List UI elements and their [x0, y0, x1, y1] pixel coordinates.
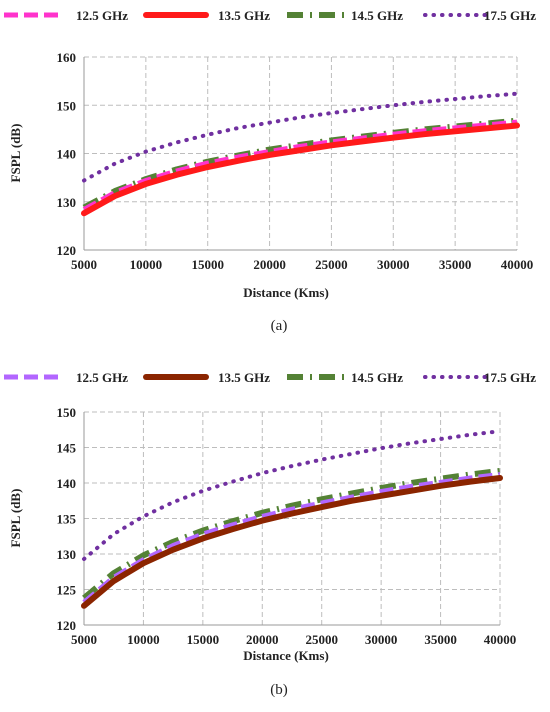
y-tick-label: 130 [57, 195, 77, 210]
legend-label: 17.5 GHz [484, 8, 536, 23]
x-tick-label: 10000 [130, 257, 163, 272]
legend: 12.5 GHz 13.5 GHz 14.5 GHz 17.5 GHz [4, 370, 536, 385]
y-tick-label: 120 [57, 618, 77, 633]
legend-label: 13.5 GHz [218, 8, 270, 23]
chart-b: 5000 10000 15000 20000 25000 30000 35000 40000 1… [4, 370, 536, 698]
figure-caption: (a) [271, 318, 288, 334]
y-tick-label: 135 [57, 512, 77, 527]
x-tick-label: 5000 [71, 632, 97, 647]
x-tick-label: 15000 [187, 632, 220, 647]
x-tick-label: 35000 [439, 257, 472, 272]
y-tick-label: 160 [57, 50, 77, 65]
x-tick-label: 30000 [377, 257, 410, 272]
x-tick-label: 35000 [424, 632, 457, 647]
x-tick-label: 20000 [253, 257, 286, 272]
legend-label: 14.5 GHz [351, 8, 403, 23]
x-tick-label: 30000 [365, 632, 398, 647]
x-tick-label: 25000 [315, 257, 348, 272]
y-tick-label: 150 [57, 405, 77, 420]
y-axis-title: FSPL (dB) [8, 124, 23, 183]
x-tick-label: 25000 [305, 632, 338, 647]
x-tick-label: 15000 [191, 257, 224, 272]
legend-label: 12.5 GHz [76, 8, 128, 23]
legend-label: 13.5 GHz [218, 370, 270, 385]
y-axis-title: FSPL (dB) [8, 489, 23, 548]
x-axis-title: Distance (Kms) [243, 285, 329, 300]
legend-label: 12.5 GHz [76, 370, 128, 385]
legend-label: 14.5 GHz [351, 370, 403, 385]
legend-label: 17.5 GHz [484, 370, 536, 385]
legend: 12.5 GHz 13.5 GHz 14.5 GHz 17.5 GHz [4, 8, 536, 23]
x-tick-label: 20000 [246, 632, 279, 647]
y-tick-label: 140 [57, 147, 77, 162]
y-tick-label: 145 [57, 441, 77, 456]
y-tick-label: 140 [57, 476, 77, 491]
y-tick-label: 120 [57, 243, 77, 258]
x-tick-label: 5000 [71, 257, 97, 272]
y-tick-label: 125 [57, 583, 77, 598]
y-tick-label: 150 [57, 98, 77, 113]
x-tick-label: 40000 [484, 632, 517, 647]
x-tick-label: 40000 [501, 257, 534, 272]
x-tick-label: 10000 [127, 632, 160, 647]
y-tick-label: 130 [57, 547, 77, 562]
chart-a: 5000 10000 15000 20000 25000 30000 35000 40000 1… [4, 8, 536, 334]
figure-caption: (b) [270, 682, 288, 698]
x-axis-title: Distance (Kms) [243, 648, 329, 663]
